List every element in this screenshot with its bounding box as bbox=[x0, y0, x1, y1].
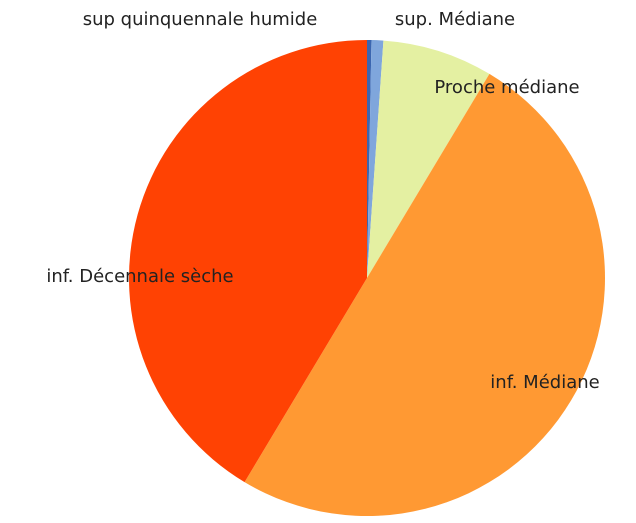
pie-slice bbox=[367, 40, 384, 278]
slice-label: inf. Décennale sèche bbox=[46, 266, 233, 287]
slice-label: inf. Médiane bbox=[490, 372, 599, 393]
slice-label: sup. Médiane bbox=[395, 9, 515, 30]
pie-slice bbox=[367, 40, 490, 278]
pie-slice bbox=[244, 73, 606, 516]
slice-label: sup quinquennale humide bbox=[83, 9, 318, 30]
pie-slice bbox=[128, 40, 367, 483]
pie-slice bbox=[367, 40, 372, 278]
slice-label: Proche médiane bbox=[434, 77, 579, 98]
